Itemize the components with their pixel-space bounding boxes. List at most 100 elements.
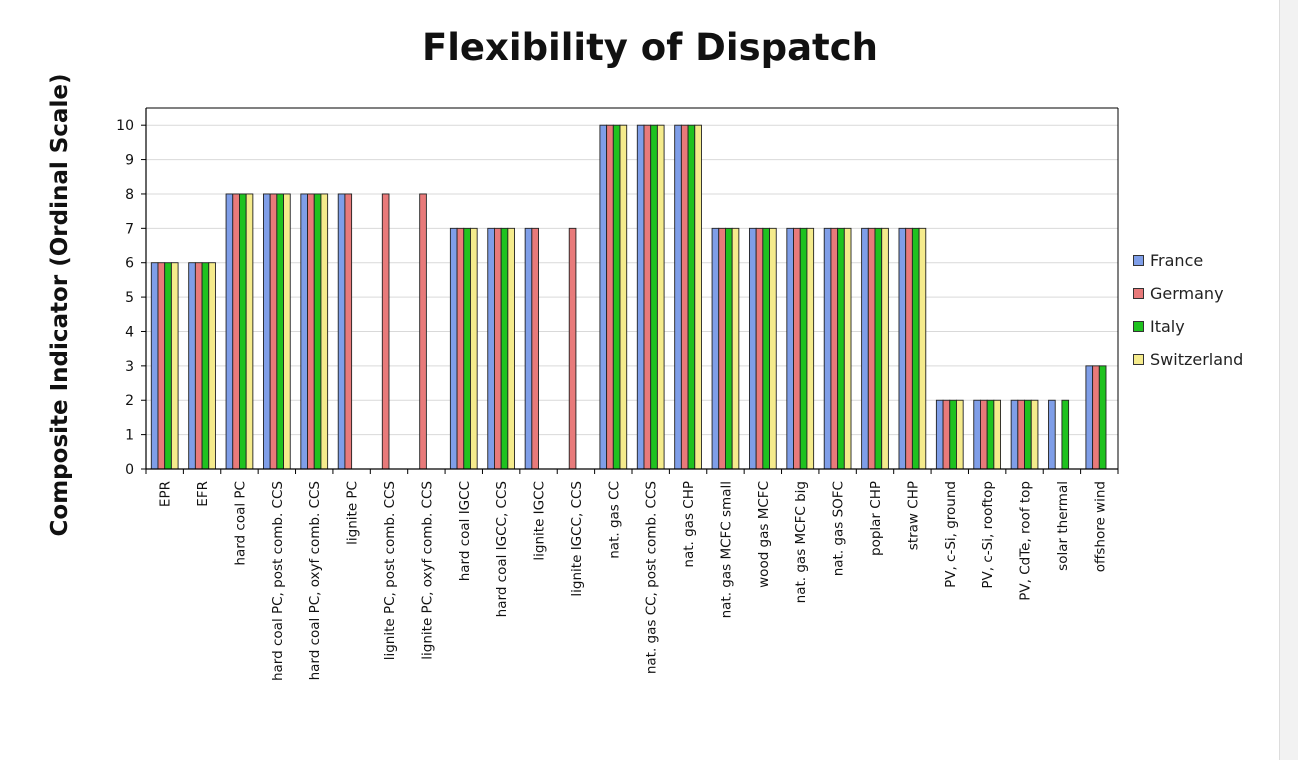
legend-item-italy: Italy: [1133, 310, 1243, 343]
legend-swatch: [1133, 288, 1144, 299]
bar-switzerland-16: [769, 227, 777, 470]
x-tick-label: lignite PC, post comb. CCS: [382, 481, 398, 660]
legend-swatch: [1133, 255, 1144, 266]
bar-switzerland-0: [170, 262, 179, 470]
x-tick-label: offshore wind: [1092, 481, 1108, 572]
bar-france-23: [1010, 399, 1019, 470]
bar-germany-0: [157, 262, 166, 470]
bar-germany-15: [718, 227, 726, 470]
bar-italy-4: [313, 193, 322, 470]
legend-swatch: [1133, 354, 1144, 365]
legend-item-germany: Germany: [1133, 277, 1243, 310]
bar-france-20: [898, 227, 907, 470]
bar-france-24: [1048, 399, 1056, 470]
y-tick-label: 1: [125, 428, 134, 444]
bar-switzerland-9: [507, 227, 516, 470]
bar-italy-17: [799, 227, 808, 470]
y-tick-label: 2: [125, 393, 134, 409]
bar-germany-19: [867, 227, 876, 470]
x-tick-label: nat. gas MCFC small: [718, 481, 734, 618]
legend-item-france: France: [1133, 244, 1243, 277]
bar-italy-19: [874, 227, 883, 470]
axes: [141, 107, 1119, 474]
x-tick-label: poplar CHP: [868, 481, 884, 556]
legend-item-switzerland: Switzerland: [1133, 343, 1243, 376]
bar-switzerland-19: [881, 227, 889, 470]
bar-switzerland-8: [470, 227, 478, 470]
bar-switzerland-20: [918, 227, 927, 470]
y-tick-label: 8: [125, 187, 134, 203]
bar-italy-16: [762, 227, 770, 470]
bar-france-4: [300, 193, 308, 470]
bar-france-18: [823, 227, 832, 470]
bar-france-1: [188, 262, 196, 470]
bar-france-3: [262, 193, 271, 470]
y-tick-label: 0: [125, 462, 134, 478]
x-tick-label: EPR: [158, 481, 174, 507]
legend-label: Italy: [1150, 317, 1185, 336]
bar-france-21: [935, 399, 944, 470]
bar-germany-21: [942, 399, 951, 470]
bar-switzerland-1: [208, 262, 216, 470]
bar-germany-5: [344, 193, 353, 470]
bar-france-0: [150, 262, 159, 470]
bar-switzerland-2: [245, 193, 254, 470]
bar-switzerland-3: [283, 193, 291, 470]
x-tick-label: nat. gas CHP: [681, 481, 697, 568]
x-tick-label: PV, CdTe, roof top: [1018, 481, 1034, 601]
grid-lines: [146, 108, 1118, 469]
x-tick-label: hard coal IGCC: [457, 481, 473, 581]
bar-switzerland-23: [1030, 399, 1039, 470]
x-tick-label: lignite PC: [345, 481, 361, 545]
x-tick-label: PV, c-Si, rooftop: [980, 481, 996, 589]
bar-italy-21: [949, 399, 957, 470]
bar-germany-2: [232, 193, 240, 470]
bar-italy-13: [650, 124, 658, 470]
bar-italy-3: [276, 193, 284, 470]
bar-italy-20: [911, 227, 920, 470]
bar-italy-1: [201, 262, 210, 470]
bar-germany-4: [307, 193, 315, 470]
x-tick-labels: EPR EFR hard coal PC hard coal PC, post com…: [158, 481, 1109, 681]
bar-france-22: [973, 399, 981, 470]
y-tick-labels: 0 1 2 3 4 5 6 7 8 9 10: [116, 118, 134, 478]
bar-italy-22: [986, 399, 995, 470]
bar-france-9: [487, 227, 495, 470]
x-tick-label: PV, c-Si, ground: [943, 481, 959, 588]
bar-italy-15: [725, 227, 733, 470]
bar-france-17: [786, 227, 794, 470]
bar-switzerland-22: [993, 399, 1002, 470]
bar-france-10: [524, 227, 533, 470]
x-tick-label: nat. gas CC, post comb. CCS: [644, 481, 660, 674]
x-tick-label: straw CHP: [905, 481, 921, 550]
x-tick-label: nat. gas SOFC: [831, 481, 847, 576]
x-tick-label: EFR: [195, 481, 211, 507]
legend-label: Germany: [1150, 284, 1224, 303]
x-tick-label: hard coal PC, oxyf comb. CCS: [307, 481, 323, 680]
plot-background: [146, 108, 1118, 469]
bar-italy-8: [463, 227, 471, 470]
bar-germany-22: [980, 399, 988, 470]
bar-switzerland-15: [731, 227, 740, 470]
bar-italy-23: [1024, 399, 1032, 470]
bar-switzerland-14: [694, 124, 702, 470]
x-tick-label: hard coal PC, post comb. CCS: [270, 481, 286, 681]
bar-italy-12: [612, 124, 621, 470]
bar-switzerland-12: [619, 124, 628, 470]
window-edge: [1279, 0, 1298, 760]
bar-germany-10: [531, 227, 539, 470]
bar-germany-7: [419, 193, 427, 470]
x-tick-label: lignite IGCC: [532, 481, 548, 561]
y-tick-label: 9: [125, 153, 134, 169]
bar-france-19: [861, 227, 869, 470]
bar-italy-25: [1098, 365, 1107, 470]
x-tick-label: lignite PC, oxyf comb. CCS: [419, 481, 435, 660]
bar-germany-16: [755, 227, 764, 470]
legend-swatch: [1133, 321, 1144, 332]
x-tick-label: nat. gas MCFC big: [793, 481, 809, 603]
bar-germany-11: [568, 227, 577, 470]
bar-france-16: [748, 227, 757, 470]
bar-france-2: [225, 193, 234, 470]
